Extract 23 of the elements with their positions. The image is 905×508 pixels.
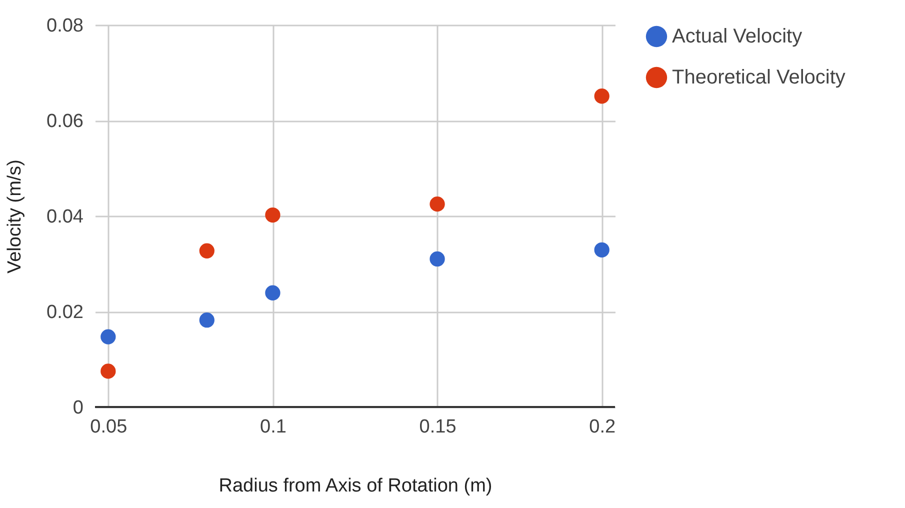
x-tick-label: 0.1 (260, 416, 286, 438)
point (265, 285, 280, 300)
point (199, 243, 214, 258)
y-tick-label: 0.02 (46, 302, 84, 323)
y-tick-label: 0.04 (46, 206, 84, 228)
point (430, 251, 445, 267)
x-tick-label: 0.05 (90, 416, 128, 438)
y-tick-label: 0.06 (46, 111, 84, 132)
x-tick-label: 0.15 (419, 416, 456, 438)
point (594, 242, 610, 258)
point (594, 88, 610, 104)
y-axis-title: Velocity (m/s) (4, 159, 26, 274)
legend-label: Actual Velocity (672, 26, 802, 48)
point (265, 207, 280, 223)
x-axis-title: Radius from Axis of Rotation (m) (218, 476, 492, 496)
point (100, 329, 116, 344)
x-tick-label: 0.2 (589, 416, 616, 438)
point (199, 312, 214, 328)
point (430, 196, 445, 212)
legend-label: Theoretical Velocity (672, 66, 846, 88)
y-tick-label: 0 (72, 398, 84, 418)
y-tick-label: 0.08 (46, 16, 84, 36)
point (100, 364, 116, 379)
